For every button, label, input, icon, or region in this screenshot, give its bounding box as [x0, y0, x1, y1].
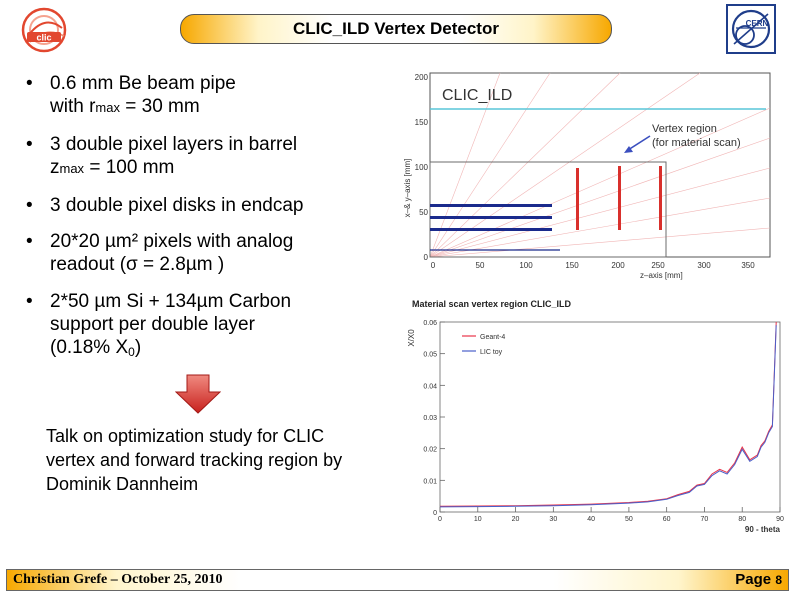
figure1-xtick: 150 — [565, 261, 579, 270]
chart-xtick-label: 90 — [776, 516, 784, 523]
page-number: 8 — [775, 573, 782, 587]
bullet-text-line2: readout (σ = 2.8µm ) — [50, 254, 225, 275]
chart-xtick-label: 40 — [587, 516, 595, 523]
chart-plot-area — [439, 321, 781, 513]
page-label: Page — [735, 571, 776, 588]
chart-ytick-label: 0.04 — [423, 383, 437, 390]
page-indicator: Page 8 — [735, 571, 782, 588]
bullet-text: 20*20 µm² pixels with analog — [50, 231, 294, 252]
cern-logo-text: CERN — [746, 19, 769, 28]
talk-note-line: vertex and forward tracking region by — [46, 450, 343, 470]
radial-grid — [429, 72, 771, 258]
figure1-xtick: 100 — [519, 261, 533, 270]
endcap-disk — [576, 168, 579, 230]
figure1-ytick: 150 — [415, 118, 429, 127]
detector-layout-figure: CLIC_ILD Vertex region (for material sca… — [400, 68, 785, 280]
endcap-disk — [659, 166, 662, 230]
figure1-ytick: 200 — [415, 73, 429, 82]
down-arrow-icon — [175, 374, 221, 414]
material-scan-chart: Material scan vertex region CLIC_ILD X/X… — [400, 296, 788, 536]
figure1-xtick: 300 — [697, 261, 711, 270]
annotation-arrow-head — [624, 146, 633, 153]
figure1-xtick: 0 — [431, 261, 436, 270]
annotation-arrow — [627, 135, 651, 151]
footer-author-date: Christian Grefe – October 25, 2010 — [13, 572, 223, 587]
bullet-text-line2: support per double layer — [50, 314, 255, 335]
svg-text:clic: clic — [36, 33, 51, 43]
bullet-symbol: • — [26, 134, 33, 155]
chart-xtick-label: 80 — [738, 516, 746, 523]
figure1-ytick: 50 — [419, 208, 428, 217]
figure1-xlabel: z–axis [mm] — [640, 271, 683, 280]
chart-title: Material scan vertex region CLIC_ILD — [412, 299, 572, 309]
slide-title: CLIC_ILD Vertex Detector — [293, 19, 499, 38]
chart-xtick-label: 10 — [474, 516, 482, 523]
chart-legend-label: Geant-4 — [480, 334, 505, 341]
barrel-layer — [430, 216, 552, 219]
figure1-xtick: 250 — [651, 261, 665, 270]
barrel-layer — [430, 228, 552, 231]
figure1-label: CLIC_ILD — [442, 87, 512, 104]
figure1-xtick: 50 — [476, 261, 485, 270]
chart-ytick-label: 0 — [433, 510, 437, 517]
talk-note: Talk on optimization study for CLIC vert… — [46, 424, 386, 496]
chart-xtick-label: 70 — [701, 516, 709, 523]
bullet-symbol: • — [26, 73, 33, 94]
figure1-ylabel: x–& y–axis [mm] — [403, 159, 412, 218]
figure1-ytick: 0 — [424, 253, 429, 262]
chart-xtick-label: 0 — [438, 516, 442, 523]
chart-legend-label: LIC toy — [480, 349, 503, 356]
chart-xlabel: 90 - theta — [745, 525, 781, 534]
cern-logo: CERN — [726, 4, 776, 54]
talk-note-line: Dominik Dannheim — [46, 474, 199, 494]
bullet-symbol: • — [26, 195, 33, 216]
endcap-disk — [618, 166, 621, 230]
bullet-symbol: • — [26, 291, 33, 312]
bullet-text-line3: (0.18% X0) — [50, 337, 142, 359]
figure1-xtick: 200 — [611, 261, 625, 270]
vertex-region-annotation: Vertex region — [652, 123, 717, 135]
chart-ytick-label: 0.01 — [423, 478, 437, 485]
chart-xtick-label: 20 — [512, 516, 520, 523]
footer-bar: Christian Grefe – October 25, 2010 Page … — [6, 569, 789, 591]
bullet-text: 0.6 mm Be beam pipe — [50, 73, 236, 94]
bullet-text-line2: zmax = 100 mm — [50, 157, 175, 178]
chart-xtick-label: 50 — [625, 516, 633, 523]
bullet-text: 3 double pixel layers in barrel — [50, 134, 298, 155]
chart-ytick-label: 0.05 — [423, 352, 437, 359]
chart-xtick-label: 30 — [549, 516, 557, 523]
figure1-ytick: 100 — [415, 163, 429, 172]
bullet-text: 3 double pixel disks in endcap — [50, 195, 304, 216]
title-bar: CLIC_ILD Vertex Detector — [180, 14, 612, 44]
bullet-text-line2: with rmax = 30 mm — [50, 96, 200, 117]
clic-logo: clic — [21, 7, 67, 53]
chart-series-line-2 — [439, 325, 777, 508]
chart-ytick-label: 0.06 — [423, 320, 437, 327]
talk-note-line: Talk on optimization study for CLIC — [46, 426, 325, 446]
chart-ytick-label: 0.03 — [423, 415, 437, 422]
figure1-xtick: 350 — [741, 261, 755, 270]
chart-xtick-label: 60 — [663, 516, 671, 523]
vertex-region-annotation-line2: (for material scan) — [652, 137, 741, 149]
barrel-layer — [430, 204, 552, 207]
bullet-text: 2*50 µm Si + 134µm Carbon — [50, 291, 292, 312]
chart-ylabel: X/X0 — [407, 329, 416, 347]
chart-series-line-1 — [439, 321, 777, 507]
bullet-symbol: • — [26, 231, 33, 252]
chart-ytick-label: 0.02 — [423, 447, 437, 454]
vertex-region-box — [429, 161, 667, 258]
